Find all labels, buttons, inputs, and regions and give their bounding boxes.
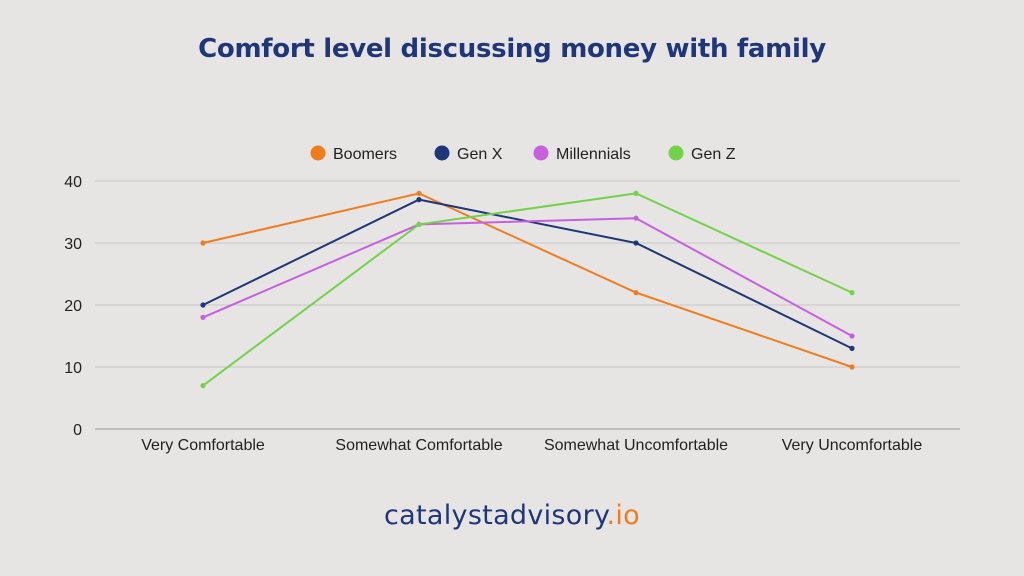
legend-label: Gen X (457, 146, 503, 163)
series-group (200, 190, 855, 389)
data-point (416, 190, 422, 196)
data-point (200, 302, 206, 308)
data-point (416, 197, 422, 203)
brand-name: catalystadvisory (384, 500, 607, 531)
series-line-millennials (202, 217, 853, 337)
series-line-boomers (202, 192, 853, 368)
y-tick-label: 20 (64, 298, 82, 315)
data-point (633, 240, 639, 246)
legend: Boomers Gen X Millennials Gen Z (310, 145, 736, 163)
data-point (200, 240, 206, 246)
y-tick-label: 0 (73, 422, 82, 439)
x-tick-label: Very Comfortable (141, 437, 265, 454)
data-point (849, 333, 855, 339)
y-axis-ticks: 0 10 20 30 40 (64, 174, 82, 439)
data-point (849, 345, 855, 351)
y-tick-label: 10 (64, 360, 82, 377)
brand-logo: catalystadvisory.io (0, 500, 1024, 531)
x-tick-label: Very Uncomfortable (782, 437, 923, 454)
data-point (633, 290, 639, 296)
series-line-gen-z (202, 192, 853, 387)
y-tick-label: 30 (64, 236, 82, 253)
y-tick-label: 40 (64, 174, 82, 191)
legend-marker (434, 145, 450, 161)
data-point (633, 190, 639, 196)
data-point (200, 383, 206, 389)
data-point (633, 215, 639, 221)
legend-label: Gen Z (691, 146, 736, 163)
grid-lines (95, 180, 960, 430)
x-axis-ticks: Very Comfortable Somewhat Comfortable Some… (141, 437, 922, 454)
data-point (416, 221, 422, 227)
data-point (849, 290, 855, 296)
legend-label: Boomers (333, 146, 397, 163)
brand-tld: .io (606, 500, 640, 531)
legend-marker (310, 145, 326, 161)
legend-marker (668, 145, 684, 161)
x-tick-label: Somewhat Uncomfortable (544, 437, 728, 454)
legend-label: Millennials (556, 146, 631, 163)
data-point (200, 314, 206, 320)
legend-marker (533, 145, 549, 161)
line-chart: 0 10 20 30 40 Very Comfortable Somewhat Comfo… (64, 145, 960, 454)
x-tick-label: Somewhat Comfortable (335, 437, 502, 454)
chart-title: Comfort level discussing money with fami… (198, 34, 826, 64)
data-point (849, 364, 855, 370)
